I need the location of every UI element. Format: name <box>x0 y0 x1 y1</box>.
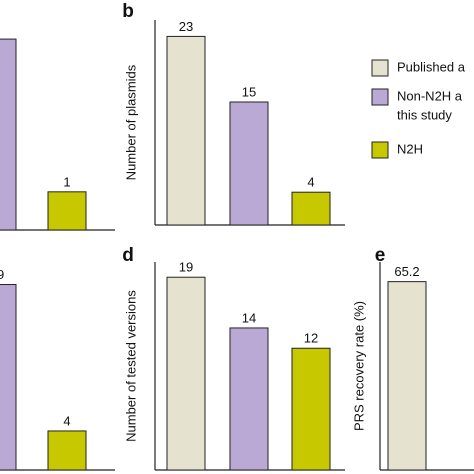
value-label: 5 <box>0 22 1 37</box>
bar <box>229 101 269 226</box>
bar <box>166 276 206 471</box>
value-label: 12 <box>304 331 318 346</box>
y-axis-label: Number of plasmids <box>123 64 138 180</box>
bar <box>387 281 427 471</box>
value-label: 23 <box>179 19 193 34</box>
legend-swatch <box>371 59 389 77</box>
panel-label: d <box>122 245 134 266</box>
bar <box>47 191 87 231</box>
bar <box>0 284 17 471</box>
legend-swatch <box>371 141 389 159</box>
bar <box>166 35 206 226</box>
value-label: 65.2 <box>394 264 419 279</box>
legend-swatch <box>371 88 389 106</box>
value-label: 14 <box>242 310 256 325</box>
panel-label: b <box>122 1 134 22</box>
bar <box>229 327 269 471</box>
legend-label: Non-N2H a <box>397 88 463 103</box>
value-label: 1 <box>63 174 70 189</box>
value-label: 4 <box>63 413 70 428</box>
legend-label: this study <box>397 107 452 122</box>
bar <box>47 430 87 471</box>
value-label: 19 <box>179 260 193 275</box>
bar <box>0 38 17 231</box>
legend-label: Published a <box>397 59 466 74</box>
legend-label: N2H <box>397 141 423 156</box>
value-label: 4 <box>307 175 314 190</box>
panel-label: e <box>375 245 386 266</box>
bar <box>291 191 331 226</box>
bar <box>291 347 331 471</box>
y-axis-label: Number of tested versions <box>123 290 138 442</box>
value-label: 19 <box>0 267 4 282</box>
y-axis-label: PRS recovery rate (%) <box>351 301 366 431</box>
value-label: 15 <box>242 84 256 99</box>
